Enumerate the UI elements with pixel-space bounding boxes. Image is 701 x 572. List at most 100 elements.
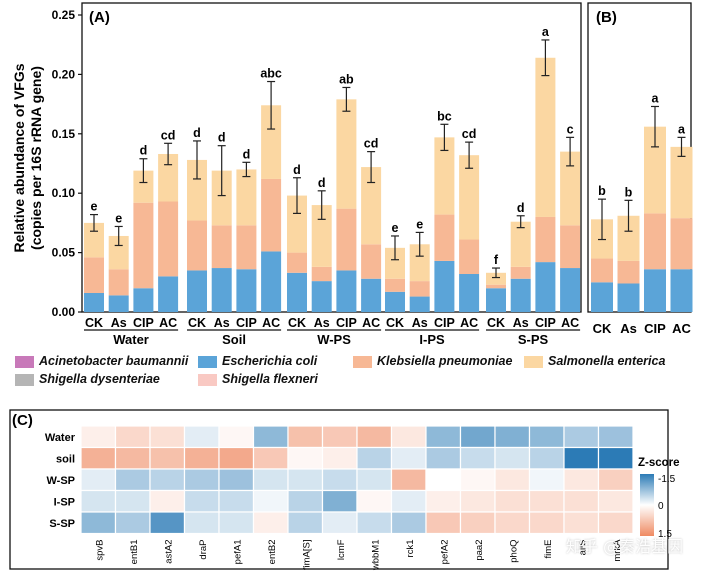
heatmap-col-label: pefA2 — [439, 540, 450, 565]
x-tick-label: As — [111, 316, 127, 330]
bar-i-ps-ck-sig-letter: e — [392, 221, 399, 235]
heatmap-cell — [528, 446, 565, 470]
panel-a-bar-chart: (A) 0.00 0.05 0.10 0.15 0.20 0.25 Relative abun… — [11, 2, 582, 347]
bar-i-ps-ac-seg-salmonella — [459, 155, 480, 240]
bar-w-ps-ck-seg-klebsiella — [287, 252, 307, 273]
heatmap-cell — [459, 511, 496, 535]
bar-i-ps-as-sig-letter: e — [416, 217, 423, 231]
heatmap-cell — [287, 446, 324, 470]
y-axis-title: Relative abundance of VFGs — [11, 63, 27, 252]
group-label: Water — [113, 332, 149, 347]
heatmap-col-label: fimA[S] — [301, 540, 312, 571]
heatmap-col-label: paa2 — [474, 540, 485, 561]
colorbar-tick-label: 1.5 — [658, 529, 672, 540]
heatmap-cell — [183, 511, 220, 535]
group-s-ps: f CK d As a CIP c AC S-PS — [486, 25, 581, 347]
bar-w-ps-ac-seg-klebsiella — [361, 244, 382, 279]
bar-soil-as-seg-salmonella — [211, 170, 232, 226]
bar-i-ps-ac-sig-letter: cd — [462, 127, 477, 141]
heatmap-cell — [114, 468, 151, 492]
heatmap-cell — [597, 489, 634, 513]
heatmap-col-label: mrkA — [612, 539, 623, 562]
bar-soil-ac-seg-salmonella — [261, 105, 282, 179]
heatmap-cell — [114, 446, 151, 470]
heatmap-cell — [597, 468, 634, 492]
y-tick-label: 0.25 — [52, 8, 76, 22]
legend-swatch-klebsiella — [353, 356, 372, 368]
bar-b-ck-seg-klebsiella — [591, 258, 613, 283]
bar-water-ck-seg-ecoli — [84, 292, 104, 312]
heatmap-cell — [494, 511, 531, 535]
heatmap-cell — [80, 489, 117, 513]
heatmap-cell — [459, 489, 496, 513]
bar-w-ps-as-seg-salmonella — [311, 205, 332, 267]
x-tick-label: CIP — [535, 316, 556, 330]
heatmap-cell — [321, 511, 358, 535]
bar-b-as-seg-salmonella — [617, 215, 640, 261]
colorbar-tick-label: 0 — [658, 501, 664, 512]
bar-b-ac-sig-letter: a — [678, 122, 686, 136]
bar-b-ac-seg-ecoli — [670, 269, 693, 312]
x-tick-label: CK — [386, 316, 404, 330]
bar-water-as-seg-klebsiella — [108, 269, 129, 296]
heatmap-cell — [287, 468, 324, 492]
x-tick-label: CIP — [644, 321, 666, 336]
heatmap-cell — [390, 446, 427, 470]
heatmap-cell — [321, 425, 358, 449]
bar-w-ps-ck-seg-ecoli — [287, 272, 307, 312]
heatmap-cell — [149, 446, 186, 470]
heatmap-cell — [114, 511, 151, 535]
bar-s-ps-ac-seg-salmonella — [560, 151, 581, 226]
bar-soil-as-sig-letter: d — [218, 131, 226, 145]
bar-i-ps-cip-seg-salmonella — [434, 137, 455, 215]
bar-s-ps-ck-seg-salmonella — [486, 272, 506, 285]
bar-water-cip-sig-letter: d — [140, 144, 148, 158]
bar-soil-cip-seg-klebsiella — [236, 225, 257, 270]
bar-water-ac-seg-salmonella — [158, 153, 179, 202]
heatmap-cell — [356, 446, 393, 470]
panel-c-label: (C) — [12, 412, 33, 429]
bar-b-as-sig-letter: b — [625, 185, 633, 199]
bar-s-ps-ac-seg-ecoli — [560, 268, 581, 312]
x-tick-label: AC — [262, 316, 280, 330]
bar-s-ps-ac-seg-klebsiella — [560, 225, 581, 269]
bar-water-ac-sig-letter: cd — [161, 128, 176, 142]
y-tick-label: 0.20 — [52, 67, 76, 81]
heatmap-cell — [494, 489, 531, 513]
group-label: I-PS — [419, 332, 445, 347]
heatmap-col-label: draP — [198, 540, 209, 560]
heatmap-cell — [390, 489, 427, 513]
watermark-text: 知乎 @秦浩基因 — [565, 537, 683, 556]
x-tick-label: CK — [188, 316, 206, 330]
heatmap-cell — [80, 468, 117, 492]
bar-soil-ck-seg-ecoli — [187, 270, 207, 312]
heatmap-col-label: wbbM1 — [370, 540, 381, 572]
heatmap-cell — [563, 425, 600, 449]
heatmap-cell — [287, 489, 324, 513]
bar-s-ps-ck-sig-letter: f — [494, 253, 499, 267]
x-tick-label: CK — [487, 316, 505, 330]
legend-swatch-ecoli — [198, 356, 217, 368]
heatmap-cell — [459, 446, 496, 470]
legend-swatch-acinetobacter — [15, 356, 34, 368]
bar-w-ps-as-seg-ecoli — [311, 281, 332, 312]
heatmap-cell — [528, 468, 565, 492]
heatmap-cell — [597, 446, 634, 470]
heatmap-cell — [252, 446, 289, 470]
heatmap-cell — [356, 425, 393, 449]
legend-label-acinetobacter: Acinetobacter baumannii — [39, 354, 189, 368]
x-tick-label: AC — [672, 321, 691, 336]
bar-b-cip-seg-salmonella — [644, 126, 666, 214]
bar-s-ps-ac-sig-letter: c — [567, 122, 574, 136]
colorbar — [640, 474, 654, 536]
heatmap-cell — [390, 511, 427, 535]
x-tick-label: AC — [561, 316, 579, 330]
heatmap-cell — [390, 425, 427, 449]
bar-soil-as-seg-ecoli — [211, 268, 232, 312]
bar-soil-ck-seg-klebsiella — [187, 220, 207, 271]
heatmap-cell — [563, 446, 600, 470]
bar-w-ps-ac-seg-ecoli — [361, 278, 382, 312]
heatmap-cell — [149, 489, 186, 513]
heatmap-cell — [528, 489, 565, 513]
bar-soil-as-seg-klebsiella — [211, 225, 232, 269]
